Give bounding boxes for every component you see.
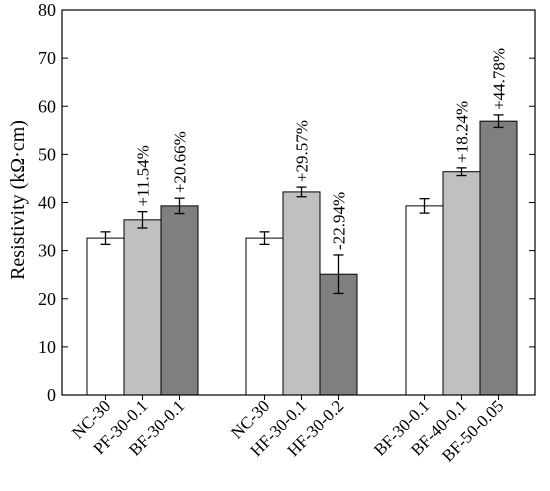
y-tick-label: 0 <box>47 385 56 405</box>
y-tick-label: 10 <box>38 337 56 357</box>
bar <box>123 219 162 396</box>
bar-annotation: +11.54% <box>134 145 153 206</box>
y-tick-label: 30 <box>38 241 56 261</box>
y-tick-label: 40 <box>38 193 56 213</box>
bar <box>479 120 518 396</box>
bars <box>86 120 518 396</box>
y-axis-label: Resistivity (kΩ·cm) <box>7 120 29 280</box>
bar <box>442 171 481 396</box>
bar-annotation: +29.57% <box>293 120 312 182</box>
bar <box>405 205 444 396</box>
annotations: +11.54% +20.66% +29.57% -22.94% +18.24% +44.7… <box>134 48 509 250</box>
y-tick-label: 80 <box>38 0 56 20</box>
bar <box>245 237 284 396</box>
y-tick-label: 70 <box>38 48 56 68</box>
bar-annotation: +18.24% <box>453 101 472 163</box>
y-tick-label: 50 <box>38 144 56 164</box>
bar <box>86 237 125 396</box>
y-tick-label: 60 <box>38 96 56 116</box>
y-tick-label: 20 <box>38 289 56 309</box>
bar-annotation: +44.78% <box>490 48 509 110</box>
bar <box>319 273 358 396</box>
bar <box>160 205 199 396</box>
bar-annotation: -22.94% <box>330 192 349 250</box>
bar-annotation: +20.66% <box>171 131 190 193</box>
bar <box>282 191 321 396</box>
error-bars <box>100 114 504 295</box>
